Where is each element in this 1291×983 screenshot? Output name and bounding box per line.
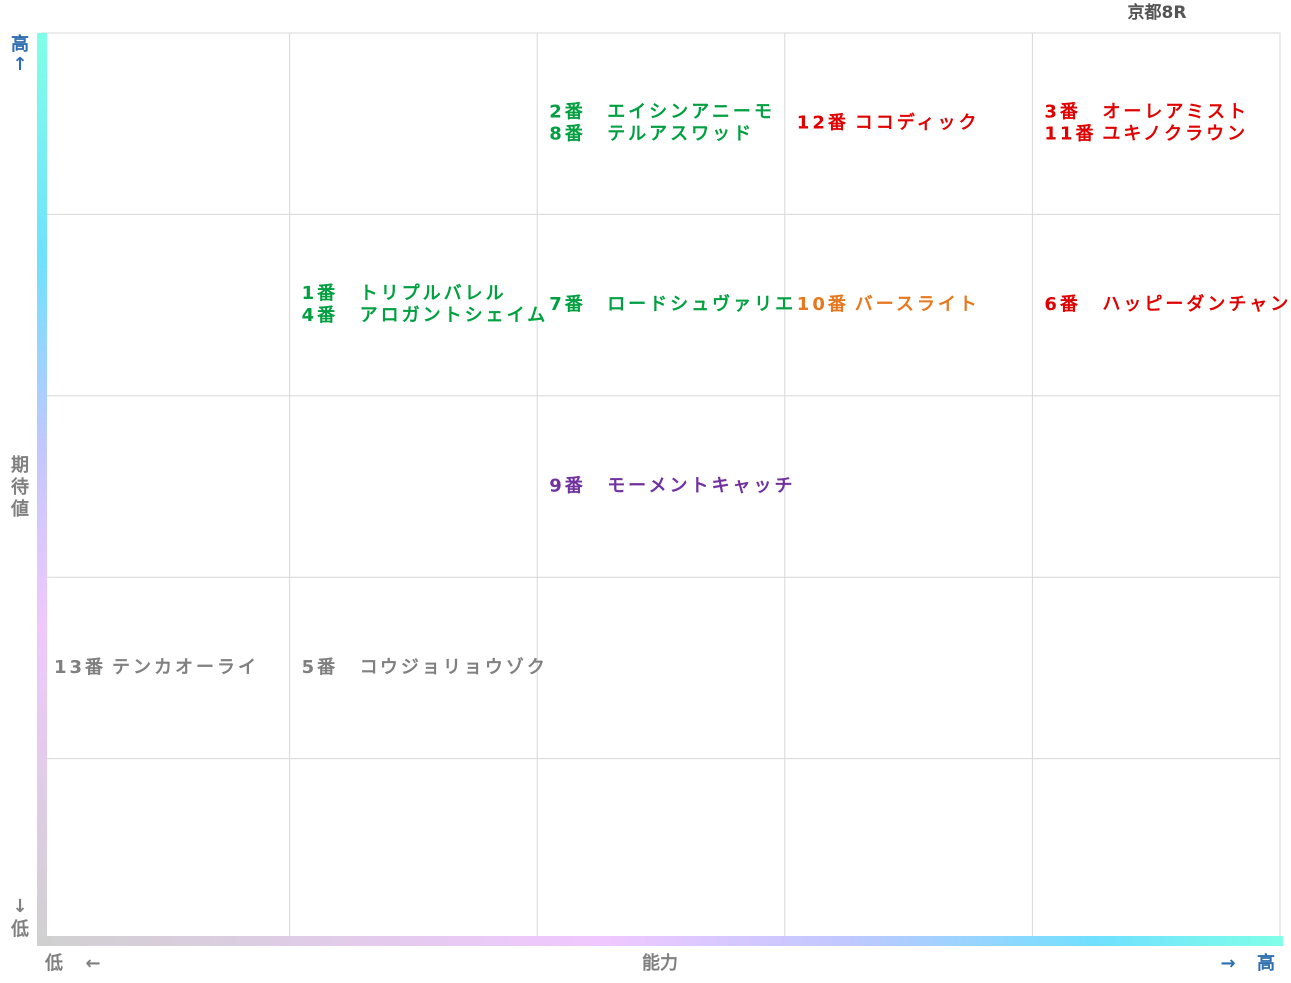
x-label: 能力 (642, 952, 678, 974)
x-low: 低 (44, 952, 63, 974)
entry-name: ココディック (855, 112, 980, 134)
y-high-arrow: ↑ (12, 54, 27, 75)
entry-number: 1番 (302, 283, 339, 304)
title: 京都8R (1128, 2, 1187, 23)
entries: 2番 エイシンアニーモ 8番 テルアスワッド 12番 ココディック 3番 オーレアミスト 11番… (54, 102, 1291, 678)
entry-name: テルアスワッド (607, 124, 754, 145)
entry-name: モーメントキャッチ (607, 476, 795, 497)
y-label-1: 期 (11, 455, 29, 476)
entry-name: オーレアミスト (1102, 102, 1249, 123)
x-high: 高 (1257, 952, 1275, 974)
x-high-arrow: → (1220, 953, 1235, 974)
entry-name: アロガントシェイム (360, 305, 549, 326)
x-axis-bar (37, 936, 1283, 946)
x-low-arrow: ← (85, 953, 100, 974)
entry-number: 12番 (797, 113, 849, 134)
entry-name: ハッピーダンチャン (1102, 293, 1291, 315)
entry-number: 10番 (797, 294, 849, 315)
entry-number: 11番 (1044, 124, 1096, 145)
y-low: 低 (10, 918, 29, 940)
y-high: 高 (11, 33, 29, 55)
entry-number: 8番 (549, 124, 586, 145)
entry-name: ロードシュヴァリエ (607, 293, 796, 315)
y-label-2: 待 (11, 476, 29, 498)
entry-name: ユキノクラウン (1102, 124, 1248, 145)
entry-number: 6番 (1044, 294, 1081, 315)
entry-number: 5番 (302, 657, 339, 678)
entry-name: コウジョリョウゾク (360, 657, 548, 678)
entry-number: 7番 (549, 294, 586, 315)
y-label-3: 値 (10, 498, 29, 520)
y-axis-bar (37, 33, 47, 945)
entry-name: エイシンアニーモ (607, 102, 775, 123)
entry-number: 9番 (549, 476, 586, 497)
entry-number: 3番 (1044, 102, 1081, 123)
entry-number: 2番 (549, 102, 586, 123)
entry-number: 13番 (54, 657, 106, 678)
y-low-arrow: ↓ (12, 896, 27, 917)
entry-name: バースライト (855, 294, 980, 315)
entry-number: 4番 (302, 305, 339, 326)
entry-name: テンカオーライ (112, 657, 259, 678)
entry-name: トリプルバレル (360, 282, 507, 304)
